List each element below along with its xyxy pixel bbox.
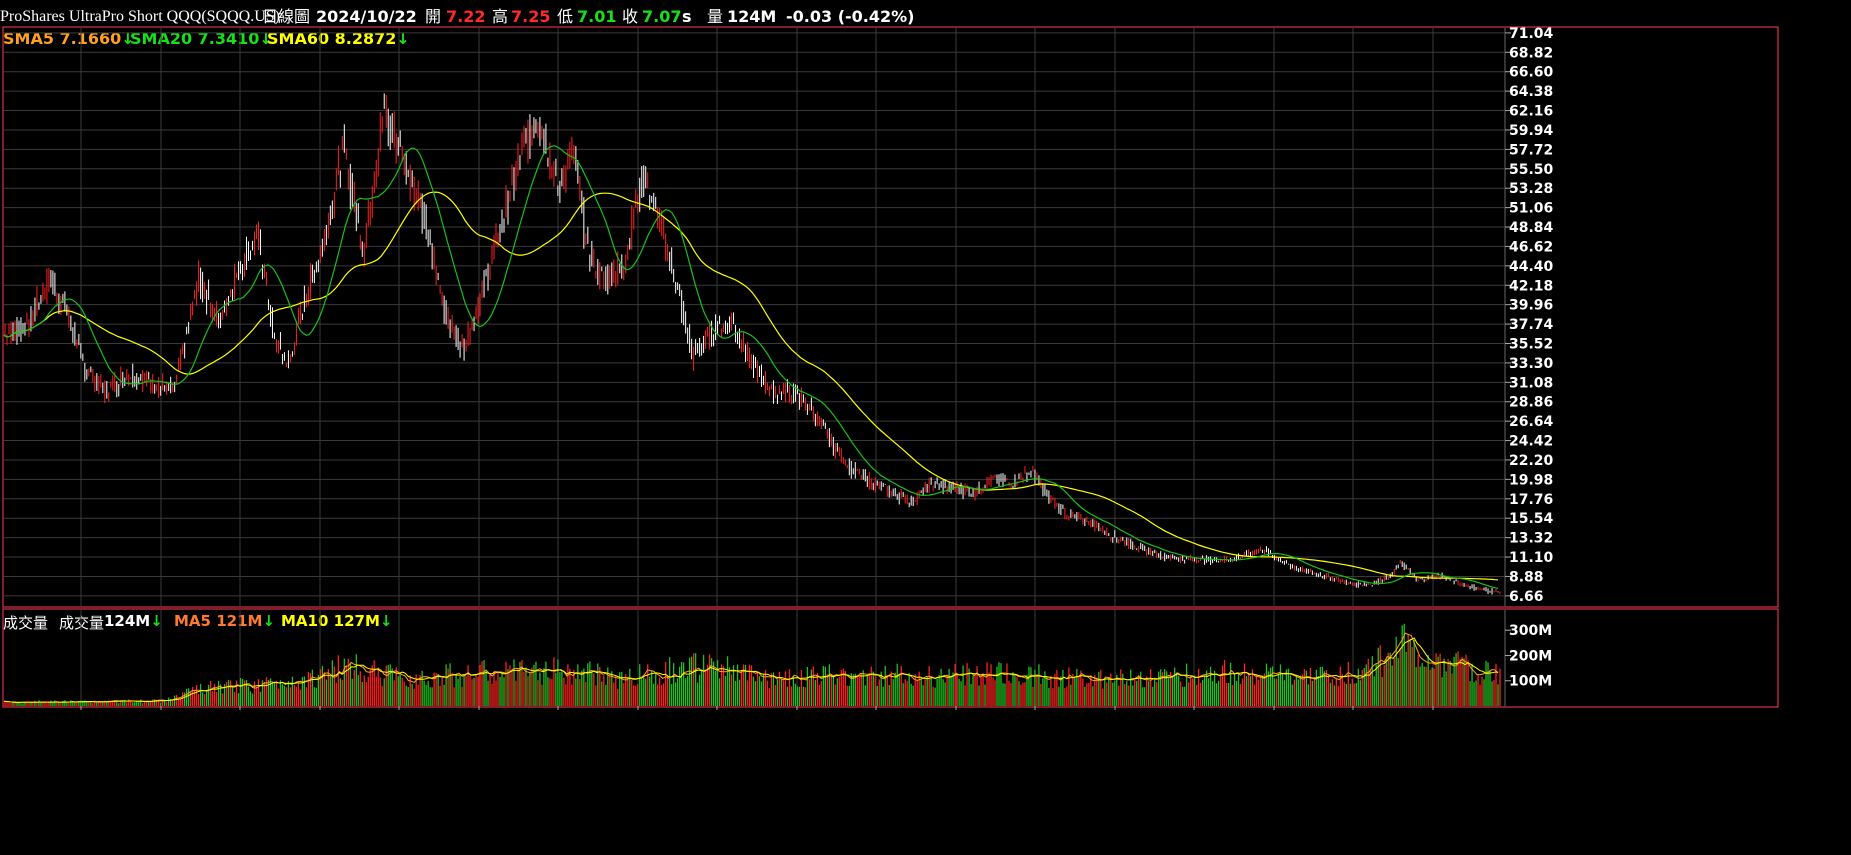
security-name: ProShares UltraPro Short QQQ(SQQQ.US)	[0, 8, 280, 25]
sma5-down-arrow-icon: ↓	[121, 29, 135, 48]
volume-ma5-down-arrow-icon: ↓	[262, 612, 276, 630]
sma5-legend: SMA5 7.1660↓	[3, 29, 135, 48]
y-tick-label: 22.20	[1509, 453, 1554, 469]
price-candles	[4, 93, 1501, 595]
y-tick-label: 17.76	[1509, 492, 1553, 508]
y-tick-label: 48.84	[1509, 220, 1554, 236]
y-tick-label: 26.64	[1509, 414, 1554, 430]
open-label: 開	[425, 7, 442, 26]
chart-type-label: 日線圖	[262, 7, 311, 26]
y-tick-label: 39.96	[1509, 298, 1553, 314]
chart-header: ProShares UltraPro Short QQQ(SQQQ.US) 日線…	[0, 0, 1851, 32]
y-tick-label: 59.94	[1509, 123, 1554, 139]
price-panel-border	[2, 26, 1779, 608]
y-tick-label: 46.62	[1509, 239, 1553, 255]
sma20-line	[3, 145, 1499, 590]
volume-panel-title: 成交量	[3, 614, 49, 632]
high-label: 高	[492, 7, 509, 26]
volume-ma10-down-arrow-icon: ↓	[379, 612, 393, 630]
y-tick-label: 37.74	[1509, 317, 1554, 333]
quote-date: 2024/10/22	[316, 7, 417, 26]
y-tick-label: 57.72	[1509, 142, 1553, 158]
y-tick-label: 35.52	[1509, 336, 1553, 352]
volume-down-arrow-icon: ↓	[150, 612, 163, 630]
sma60-legend: SMA60 8.2872↓	[267, 29, 410, 48]
y-tick-label: 11.10	[1509, 550, 1554, 566]
close-value: 7.07	[642, 7, 682, 26]
y-tick-label: 68.82	[1509, 45, 1553, 61]
volume-panel-value: 124M	[104, 612, 151, 630]
price-change: -0.03 (-0.42%)	[786, 7, 915, 26]
volume-y-tick-label: 300M	[1509, 623, 1552, 639]
y-tick-label: 13.32	[1509, 531, 1553, 547]
y-tick-label: 64.38	[1509, 84, 1553, 100]
price-y-axis: 71.04 68.82 66.60 64.38 62.16 59.94 57.72 55.50…	[1505, 26, 1554, 605]
y-tick-label: 33.30	[1509, 356, 1554, 372]
sma20-legend: SMA20 7.3410↓	[130, 29, 273, 48]
grid-lines	[4, 28, 1506, 706]
y-tick-label: 15.54	[1509, 511, 1554, 527]
y-tick-label: 66.60	[1509, 65, 1554, 81]
y-tick-label: 19.98	[1509, 472, 1553, 488]
y-tick-label: 51.06	[1509, 201, 1553, 217]
volume-ma10-legend: MA10 127M↓	[281, 612, 392, 630]
y-tick-label: 6.66	[1509, 589, 1544, 605]
y-tick-label: 28.86	[1509, 395, 1553, 411]
close-flag: s	[682, 7, 692, 26]
sma60-down-arrow-icon: ↓	[396, 29, 410, 48]
low-value: 7.01	[577, 7, 617, 26]
sma60-line	[3, 191, 1499, 581]
y-tick-label: 8.88	[1509, 569, 1544, 585]
y-tick-label: 71.04	[1509, 26, 1554, 42]
volume-panel-border	[2, 608, 1779, 708]
volume-ma10-line	[3, 637, 1498, 703]
y-tick-label: 44.40	[1509, 259, 1554, 275]
high-value: 7.25	[511, 7, 551, 26]
low-label: 低	[557, 7, 574, 26]
y-tick-label: 24.42	[1509, 434, 1553, 450]
y-tick-label: 62.16	[1509, 104, 1553, 120]
y-tick-label: 53.28	[1509, 181, 1553, 197]
volume-y-axis: 300M 200M 100M	[1505, 623, 1552, 690]
close-label: 收	[622, 7, 639, 26]
x-axis-ticks	[80, 706, 1434, 710]
volume-value: 124M	[727, 7, 777, 26]
sma5-legend-text: SMA5 7.1660	[3, 29, 122, 48]
y-tick-label: 31.08	[1509, 375, 1553, 391]
volume-panel-legend: 124M↓	[104, 612, 163, 630]
y-tick-label: 55.50	[1509, 162, 1554, 178]
y-tick-label: 42.18	[1509, 278, 1553, 294]
open-value: 7.22	[446, 7, 486, 26]
sma20-down-arrow-icon: ↓	[259, 29, 273, 48]
volume-y-tick-label: 100M	[1509, 674, 1552, 690]
sma60-legend-text: SMA60 8.2872	[267, 29, 397, 48]
volume-bars	[4, 623, 1501, 706]
volume-y-tick-label: 200M	[1509, 648, 1552, 664]
volume-panel-label: 成交量	[59, 614, 105, 632]
volume-label: 量	[707, 7, 724, 26]
sma20-legend-text: SMA20 7.3410	[130, 29, 260, 48]
volume-ma10-text: MA10 127M	[281, 612, 380, 630]
